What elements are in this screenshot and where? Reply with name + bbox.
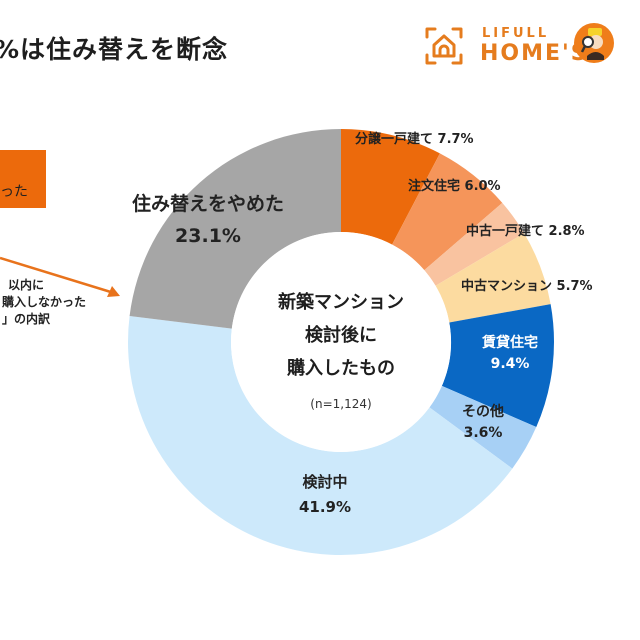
mascot-detective-icon: [574, 23, 614, 63]
note-line-1: 以内に: [8, 278, 45, 292]
chintai-value: 9.4%: [490, 356, 530, 372]
kentouchu-name: 検討中: [302, 473, 348, 491]
sample-size: (n=1,124): [310, 397, 372, 411]
sumikae-name: 住み替えをやめた: [131, 193, 284, 215]
page-title: %は住み替えを断念: [0, 35, 229, 64]
donut-hole: [231, 232, 451, 452]
kentouchu-value: 41.9%: [298, 498, 352, 516]
donut-segment-1: [392, 153, 503, 271]
label-chuko-ikkodate: 中古一戸建て 2.8%: [466, 224, 585, 239]
arrow-icon: [0, 256, 120, 297]
label-kentouchu: 検討中 41.9%: [290, 470, 360, 520]
logo-text-homes: HOME'S: [480, 41, 589, 66]
label-chuko-mansion: 中古マンション 5.7%: [461, 279, 593, 294]
label-chintai-jutaku: 賃貸住宅 9.4%: [470, 333, 550, 375]
logo-text-lifull: LIFULL: [482, 26, 550, 41]
donut-segment-4: [441, 304, 555, 428]
donut-segment-5: [429, 385, 537, 469]
sonota-name: その他: [462, 404, 504, 420]
note-line-3: 」の内訳: [2, 312, 51, 326]
sumikae-value: 23.1%: [175, 225, 241, 247]
donut-segment-0: [341, 129, 440, 245]
donut-center-title: 新築マンション 検討後に 購入したもの: [241, 286, 441, 385]
breakdown-note: 以内に 購入しなかった 」の内訳: [0, 277, 86, 328]
chintai-name: 賃貸住宅: [482, 335, 538, 351]
center-line-2: 検討後に: [305, 325, 377, 346]
donut-segment-3: [435, 233, 551, 323]
center-line-1: 新築マンション: [278, 292, 404, 313]
label-chumon-jutaku: 注文住宅 6.0%: [408, 179, 501, 194]
donut-segment-6: [128, 316, 513, 555]
lifull-homes-logo: LIFULL HOME'S: [420, 20, 630, 72]
donut-segment-7: [129, 129, 341, 329]
label-sumikae-yameta: 住み替えをやめた 23.1%: [108, 188, 308, 252]
donut-segment-2: [424, 202, 525, 286]
center-line-3: 購入したもの: [287, 358, 395, 379]
label-sonota: その他 3.6%: [448, 402, 518, 444]
note-line-2: 購入しなかった: [2, 295, 87, 309]
sonota-value: 3.6%: [463, 425, 503, 441]
label-bunjo-ikkodate: 分譲一戸建て 7.7%: [355, 132, 474, 147]
house-frame-icon: [425, 27, 463, 65]
category-highlight-box: [0, 150, 46, 208]
highlight-box-label: った: [0, 184, 28, 200]
